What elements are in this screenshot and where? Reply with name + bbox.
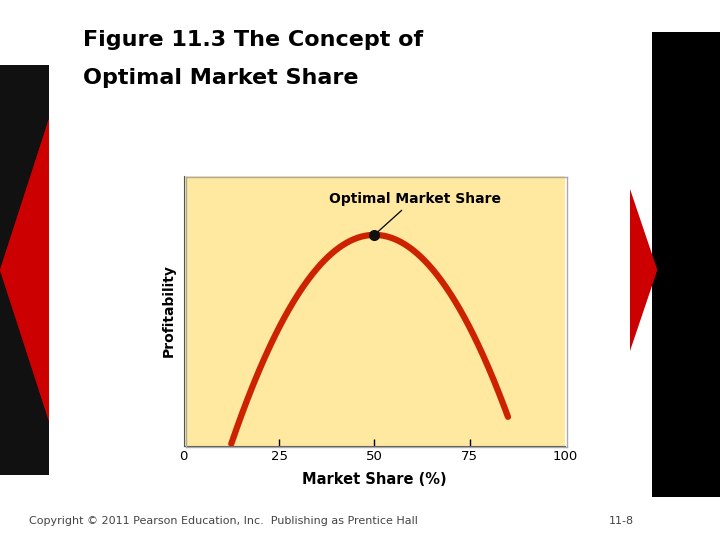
Text: Figure 11.3 The Concept of: Figure 11.3 The Concept of [83,30,423,50]
Text: Optimal Market Share: Optimal Market Share [83,68,359,87]
Text: 11-8: 11-8 [608,516,634,526]
Text: Copyright © 2011 Pearson Education, Inc.  Publishing as Prentice Hall: Copyright © 2011 Pearson Education, Inc.… [29,516,418,526]
Y-axis label: Profitability: Profitability [161,264,175,357]
Text: Optimal Market Share: Optimal Market Share [328,192,500,233]
X-axis label: Market Share (%): Market Share (%) [302,472,446,487]
